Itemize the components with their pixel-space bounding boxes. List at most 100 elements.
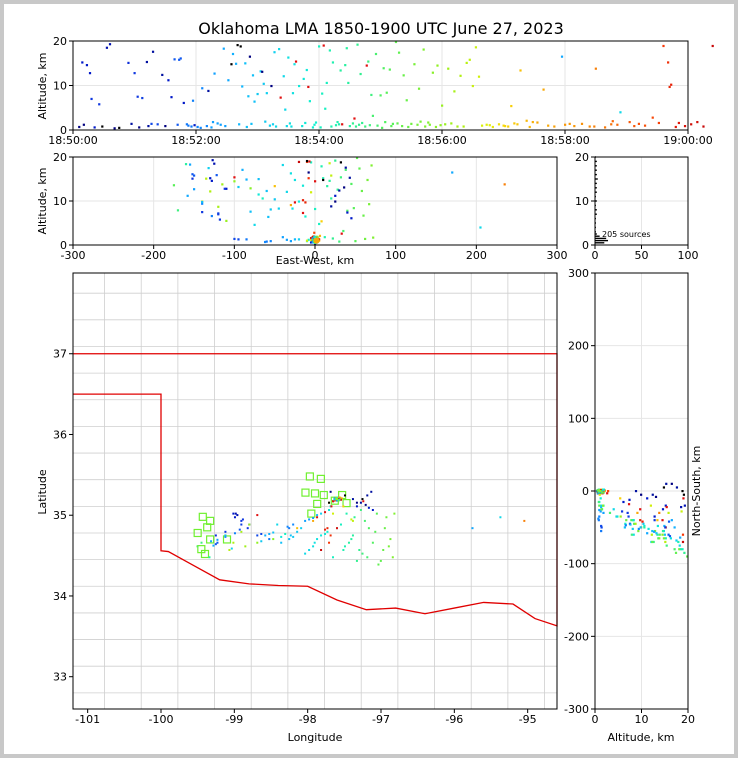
source-point <box>245 125 248 129</box>
source-point <box>309 161 313 164</box>
source-point <box>600 504 603 507</box>
source-point <box>237 185 240 189</box>
altitude-ns-panel: 0 10 20 -300 -200 -100 0 100 200 300 <box>564 267 695 726</box>
source-point <box>307 171 310 174</box>
source-point <box>324 107 327 110</box>
source-point <box>264 534 267 537</box>
source-point <box>355 156 359 160</box>
source-point <box>372 236 375 239</box>
source-point <box>98 103 101 106</box>
source-point <box>233 180 236 183</box>
source-point <box>371 508 374 511</box>
source-point <box>337 499 340 502</box>
source-point <box>193 188 196 191</box>
source-point <box>682 497 685 500</box>
source-point <box>662 486 666 489</box>
source-point <box>224 124 227 128</box>
source-point <box>367 506 370 509</box>
source-point <box>650 533 653 536</box>
source-point <box>309 236 313 240</box>
source-point <box>667 61 670 64</box>
source-point <box>298 84 301 88</box>
source-point <box>314 121 318 124</box>
source-point <box>312 519 315 522</box>
source-point <box>318 222 321 226</box>
source-point <box>661 529 665 533</box>
altitude-histogram-panel: 0 50 100 0 10 20 <box>575 151 699 262</box>
source-point <box>308 518 311 521</box>
source-point <box>108 43 112 46</box>
x-tick-label: 100 <box>678 249 699 262</box>
source-point <box>81 61 84 64</box>
source-point <box>362 214 365 217</box>
source-point <box>634 522 637 525</box>
source-point <box>665 544 668 547</box>
source-point <box>279 96 282 99</box>
source-point <box>468 58 471 61</box>
source-point <box>297 200 301 203</box>
source-point <box>297 238 301 241</box>
source-point <box>424 125 427 128</box>
source-point <box>363 519 366 522</box>
source-point <box>419 120 422 123</box>
source-point <box>633 124 636 128</box>
source-point <box>568 122 571 125</box>
source-point <box>336 498 338 501</box>
source-point <box>213 162 216 165</box>
source-point <box>330 205 333 208</box>
source-point <box>391 122 394 125</box>
source-point <box>201 211 204 214</box>
source-point <box>93 126 96 129</box>
source-point <box>619 111 622 114</box>
source-point <box>289 534 292 537</box>
source-point <box>371 114 375 117</box>
source-point <box>215 174 218 177</box>
source-point <box>336 120 339 124</box>
source-point <box>212 544 215 547</box>
source-point <box>308 160 311 163</box>
source-point <box>631 527 634 530</box>
source-point <box>681 548 684 551</box>
y-tick-label: -100 <box>564 558 589 571</box>
source-point <box>304 215 307 218</box>
source-point <box>172 184 176 187</box>
source-point <box>288 538 291 541</box>
source-point <box>354 240 357 243</box>
source-point <box>353 516 356 519</box>
source-point <box>209 177 212 180</box>
source-point <box>248 523 251 526</box>
source-point <box>319 126 322 129</box>
source-point <box>300 527 303 530</box>
source-point <box>236 514 239 517</box>
source-point <box>344 166 347 169</box>
source-point <box>673 548 676 551</box>
source-point <box>201 200 204 204</box>
source-point <box>654 495 658 499</box>
source-point <box>161 73 164 77</box>
source-point <box>351 519 354 522</box>
source-point <box>324 528 327 531</box>
source-point <box>196 545 199 548</box>
source-point <box>597 489 600 492</box>
plan-view-ylabel: Latitude <box>36 469 49 515</box>
source-point <box>332 512 335 515</box>
source-point <box>313 541 316 544</box>
source-point <box>364 237 367 241</box>
source-point <box>677 540 680 544</box>
source-point <box>639 508 642 511</box>
source-point <box>340 497 343 500</box>
plan-view-panel: -101 -100 -99 -98 -97 -96 -95 33 34 35 36 37 <box>53 272 558 726</box>
source-point <box>138 126 141 129</box>
source-point <box>230 547 233 550</box>
source-point <box>230 63 233 66</box>
source-point <box>240 523 243 526</box>
source-point <box>402 74 405 77</box>
source-point <box>221 183 224 186</box>
source-point <box>293 178 297 182</box>
altitude-ns-ylabel: North-South, km <box>690 446 703 537</box>
source-point <box>656 524 659 528</box>
source-point <box>491 125 494 129</box>
source-point <box>326 530 329 533</box>
source-point <box>664 526 667 529</box>
source-point <box>322 44 325 47</box>
